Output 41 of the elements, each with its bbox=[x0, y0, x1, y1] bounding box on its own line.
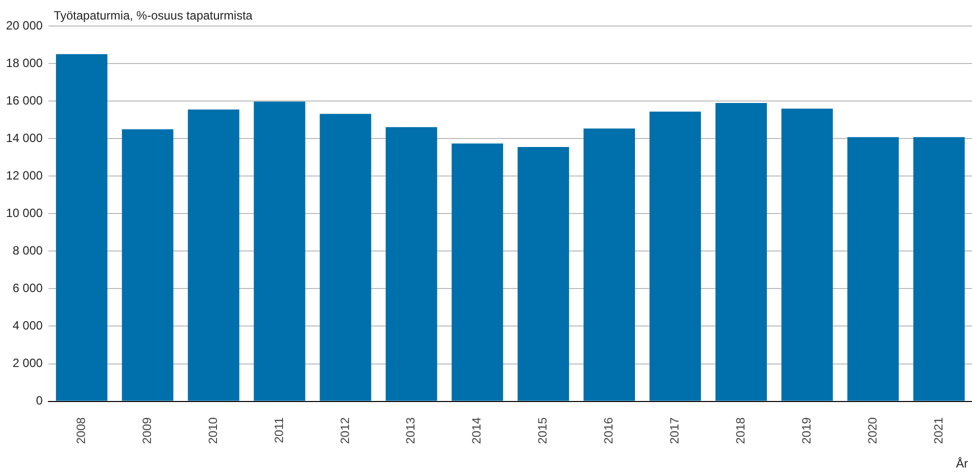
y-tick-label: 20 000 bbox=[6, 18, 44, 32]
x-tick-label: 2021 bbox=[931, 416, 946, 444]
x-tick-label: 2015 bbox=[536, 416, 550, 444]
bar bbox=[781, 108, 833, 401]
bar bbox=[913, 137, 965, 401]
x-tick-label: 2012 bbox=[338, 416, 352, 444]
y-tick-label: 10 000 bbox=[6, 206, 44, 220]
bar bbox=[650, 112, 701, 401]
bar bbox=[715, 102, 767, 401]
x-tick-label: 2010 bbox=[206, 416, 220, 444]
x-tick-label: 2011 bbox=[272, 416, 286, 444]
y-tick-label: 4 000 bbox=[12, 318, 44, 333]
x-tick-label: 2019 bbox=[799, 416, 814, 444]
bar bbox=[188, 110, 240, 401]
x-axis-title: År bbox=[956, 456, 968, 470]
y-tick-label: 12 000 bbox=[6, 168, 44, 182]
x-tick-label: 2018 bbox=[733, 416, 748, 444]
x-tick-label: 2017 bbox=[668, 416, 682, 444]
bar bbox=[518, 147, 570, 401]
y-tick-label: 6 000 bbox=[12, 281, 44, 296]
bar bbox=[584, 128, 635, 401]
bar bbox=[254, 102, 306, 401]
y-tick-label: 2 000 bbox=[12, 356, 44, 370]
y-tick-label: 14 000 bbox=[6, 130, 44, 145]
bar bbox=[122, 129, 174, 401]
bar bbox=[847, 137, 899, 401]
bar bbox=[386, 127, 438, 401]
y-tick-label: 0 bbox=[36, 394, 44, 408]
x-tick-label: 2014 bbox=[470, 416, 484, 444]
y-tick-label: 8 000 bbox=[12, 243, 44, 258]
x-tick-label: 2016 bbox=[602, 416, 616, 444]
x-tick-label: 2008 bbox=[74, 416, 88, 444]
x-tick-label: 2013 bbox=[404, 416, 418, 444]
x-tick-label: 2020 bbox=[865, 416, 880, 444]
bar bbox=[56, 54, 108, 401]
y-tick-label: 16 000 bbox=[6, 93, 44, 108]
x-tick-label: 2009 bbox=[140, 416, 154, 444]
bar bbox=[320, 114, 372, 401]
y-axis-title: Työtapaturmia, %-osuus tapaturmista bbox=[54, 8, 253, 22]
bar bbox=[452, 143, 504, 401]
y-tick-label: 18 000 bbox=[6, 56, 44, 70]
